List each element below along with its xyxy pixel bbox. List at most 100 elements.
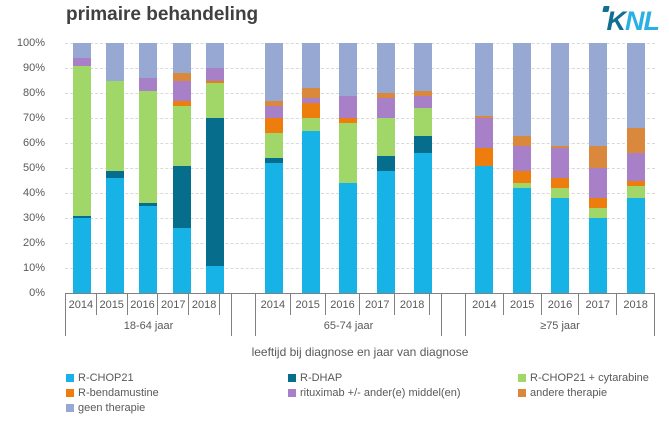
bar-segment — [172, 100, 191, 106]
gridline — [65, 193, 655, 194]
x-axis-band: 2014 2015 2016 2017 2018 18-64 jaar 2014 2015 20… — [65, 293, 655, 336]
bar-segment — [627, 128, 645, 153]
axis-group-gap — [232, 294, 255, 336]
axis-group-≥75-jaar: 2014 2015 2016 2017 2018 ≥75 jaar — [465, 294, 655, 336]
bar-segment — [264, 105, 283, 118]
bar-segment — [513, 43, 531, 136]
bar-segment — [513, 170, 531, 183]
bar-segment — [302, 118, 321, 131]
bar-segment — [206, 265, 225, 293]
y-axis-tick-label: 30% — [22, 212, 45, 224]
bar-segment — [72, 215, 91, 218]
legend-label: R-CHOP21 — [78, 372, 134, 384]
bar-segment — [627, 198, 645, 293]
legend-item: R-bendamustine — [66, 387, 288, 399]
bar-segment — [339, 118, 358, 123]
stacked-bar-≥75-jaar-2018 — [627, 43, 645, 293]
group-gap — [442, 43, 465, 293]
year-label: 2014 — [256, 294, 291, 315]
bar-groups — [65, 43, 655, 293]
legend-item: R-CHOP21 — [66, 372, 288, 384]
legend-item: R-DHAP — [288, 372, 518, 384]
empty-year-cell — [220, 294, 231, 315]
bar-segment — [475, 148, 493, 166]
year-label: 2018 — [395, 294, 430, 315]
year-label: 2015 — [291, 294, 326, 315]
bar-segment — [376, 43, 395, 93]
bar-segment — [72, 65, 91, 216]
bar-segment — [264, 100, 283, 106]
legend-swatch-icon — [518, 374, 526, 382]
y-axis-tick-label: 90% — [22, 62, 45, 74]
bar-segment — [339, 183, 358, 293]
stacked-bar-≥75-jaar-2015 — [513, 43, 531, 293]
stacked-bar-≥75-jaar-2017 — [589, 43, 607, 293]
year-row: 2014 2015 2016 2017 2018 — [66, 294, 231, 315]
bar-segment — [475, 115, 493, 118]
bar-segment — [551, 43, 569, 146]
stacked-bar-65-74-jaar-2016 — [339, 43, 358, 293]
legend-label: R-bendamustine — [78, 387, 159, 399]
bar-segment — [376, 155, 395, 171]
stacked-bar-18-64-jaar-2014 — [72, 43, 91, 293]
legend-label: R-CHOP21 + cytarabine — [530, 372, 649, 384]
bar-segment — [475, 43, 493, 116]
stacked-bar-65-74-jaar-2018 — [414, 43, 433, 293]
stacked-bar-≥75-jaar-2014 — [475, 43, 493, 293]
stacked-bar-18-64-jaar-2018 — [206, 43, 225, 293]
bar-segment — [302, 98, 321, 103]
bar-segment — [302, 43, 321, 88]
stacked-bar-65-74-jaar-2017 — [376, 43, 395, 293]
bar-segment — [106, 178, 125, 293]
bar-segment — [106, 170, 125, 178]
year-label: 2018 — [189, 294, 220, 315]
bar-segment — [551, 148, 569, 178]
gridline — [65, 243, 655, 244]
bar-segment — [172, 228, 191, 293]
bar-segment — [376, 98, 395, 118]
legend: R-CHOP21 R-DHAP R-CHOP21 + cytarabine R-ben… — [66, 372, 669, 414]
bar-segment — [72, 43, 91, 58]
gridline — [65, 118, 655, 119]
bar-segment — [551, 198, 569, 293]
y-axis-tick-label: 0% — [29, 287, 45, 299]
bar-segment — [139, 203, 158, 206]
bar-segment — [206, 83, 225, 118]
bar-segment — [339, 95, 358, 118]
bar-segment — [264, 133, 283, 158]
bar-segment — [376, 93, 395, 98]
stacked-bar-65-74-jaar-2015 — [302, 43, 321, 293]
bar-segment — [172, 73, 191, 81]
gridline — [65, 218, 655, 219]
page-title: primaire behandeling — [66, 4, 259, 25]
y-axis-tick-label: 100% — [16, 37, 45, 49]
bar-segment — [206, 68, 225, 81]
y-axis-tick-label: 60% — [22, 137, 45, 149]
bar-segment — [106, 80, 125, 171]
bar-segment — [551, 178, 569, 188]
bar-segment — [72, 218, 91, 293]
bar-segment — [106, 43, 125, 81]
year-label: 2014 — [66, 294, 97, 315]
y-axis-tick-label: 70% — [22, 112, 45, 124]
bar-group-65-74-jaar — [255, 43, 442, 293]
bar-segment — [414, 90, 433, 96]
bar-segment — [589, 43, 607, 146]
year-label: 2017 — [360, 294, 396, 315]
bar-segment — [627, 43, 645, 128]
empty-year-cell — [430, 294, 441, 315]
year-label: 2016 — [326, 294, 361, 315]
year-label: 2016 — [542, 294, 580, 315]
stacked-bar-18-64-jaar-2017 — [172, 43, 191, 293]
y-axis-tick-label: 40% — [22, 187, 45, 199]
legend-label: geen therapie — [78, 402, 146, 414]
bar-segment — [414, 135, 433, 153]
bar-segment — [264, 163, 283, 293]
year-row: 2014 2015 2016 2017 2018 — [466, 294, 654, 315]
y-axis-tick-label: 50% — [22, 162, 45, 174]
bar-segment — [475, 118, 493, 148]
year-label: 2014 — [466, 294, 504, 315]
logo-k: K — [606, 6, 626, 36]
legend-item: rituximab +/- ander(e) middel(en) — [288, 387, 518, 399]
axis-group-gap — [442, 294, 465, 336]
